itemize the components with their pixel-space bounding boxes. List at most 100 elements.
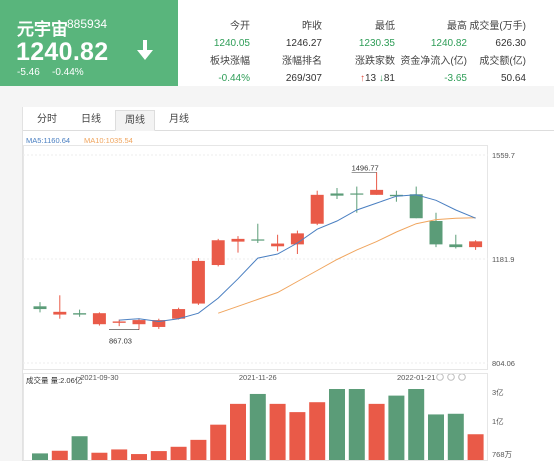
candle-body [389, 194, 403, 197]
candle-body [409, 194, 423, 219]
stat-open: 今开 1240.05 [160, 17, 250, 49]
stat-label: 最低 [375, 21, 395, 32]
volume-label: 成交量 量:2.06亿 [26, 375, 83, 385]
volume-bar [51, 450, 68, 460]
candle-body [132, 320, 146, 325]
volume-bar [368, 403, 385, 460]
tab-intraday[interactable]: 分时 [37, 114, 57, 125]
current-price: 1240.82 [16, 38, 109, 66]
quote-header: 元宇宙 885934 1240.82 -5.46 -0.44% 今开 1240.… [0, 0, 554, 86]
volume-bar [309, 402, 326, 460]
volume-bar [388, 395, 405, 460]
candle-body [92, 313, 106, 325]
grid-lines [23, 154, 488, 364]
stat-value: -0.44% [218, 73, 250, 84]
candle-body [152, 320, 166, 327]
candle-body [112, 321, 126, 323]
date-axis: 2021-09-30 2021-11-26 2022-01-21 [80, 373, 466, 382]
down-arrow-icon: ↓ [378, 73, 384, 84]
stat-value: 1240.05 [213, 38, 250, 49]
high-annotation: 1496.77 [352, 163, 379, 172]
tab-daily[interactable]: 日线 [81, 114, 101, 125]
date-tick-label: 2021-11-26 [239, 373, 277, 382]
date-tick-label: 2022-01-21 [397, 373, 435, 382]
ma10-line [218, 217, 476, 314]
ma5-line [119, 194, 476, 323]
scroll-dot-icon [436, 373, 444, 381]
volume-bar [249, 393, 266, 460]
kline-chart[interactable]: MA5:1160.64 MA10:1035.54 1496.77 867.03 … [23, 131, 554, 461]
volume-tick-label: 768万 [492, 450, 513, 459]
stat-label: 成交额(亿) [479, 56, 526, 67]
volume-bar [269, 403, 286, 460]
volume-bar [91, 452, 108, 460]
stat-value: 1230.35 [358, 38, 395, 49]
stat-value: -3.65 [444, 73, 467, 84]
scroll-dot-icon [447, 373, 455, 381]
volume-bar [131, 454, 147, 460]
stat-rise-fall: 涨跌家数 ↑13 ↓81 [305, 52, 395, 84]
volume-bar [447, 413, 464, 460]
candle-body [330, 193, 344, 196]
stat-label: 今开 [230, 21, 250, 32]
ma10-legend: MA10:1035.54 [84, 136, 133, 145]
stat-label: 昨收 [302, 21, 322, 32]
volume-tick-label: 3亿 [492, 387, 504, 397]
stat-volume: 成交量(万手) 626.30 [436, 17, 526, 49]
volume-bar [467, 434, 484, 460]
price-tick-label: 804.06 [492, 359, 515, 368]
volume-bar [428, 414, 444, 460]
stat-label: 板块涨幅 [210, 56, 250, 67]
stat-net-inflow: 资金净流入(亿) -3.65 [377, 52, 467, 84]
price-plot-frame [23, 145, 488, 370]
stat-label: 成交量(万手) [469, 21, 526, 32]
volume-bar [408, 389, 425, 460]
candle-body [172, 309, 186, 319]
candle-body [251, 239, 265, 241]
volume-bar [329, 389, 345, 460]
volume-bar [111, 449, 128, 460]
rise-count: 13 [364, 73, 377, 84]
stat-high: 最高 1240.82 [377, 17, 467, 49]
price-tick-label: 1181.9 [492, 255, 514, 264]
candle-body [73, 313, 87, 315]
scroll-dot-icon [458, 373, 466, 381]
volume-bar [289, 412, 306, 460]
tab-weekly[interactable]: 周线 [115, 110, 155, 131]
tab-monthly[interactable]: 月线 [169, 114, 189, 125]
price-change: -5.46 [17, 67, 40, 78]
candle-body [231, 238, 245, 242]
candle-body [290, 233, 304, 245]
up-arrow-icon: ↑ [359, 73, 365, 84]
stat-value: 1240.82 [430, 38, 467, 49]
candle-body [429, 220, 443, 245]
candle-body [211, 240, 225, 266]
volume-bar [210, 424, 227, 460]
volume-bars [32, 389, 484, 460]
index-name: 元宇宙 [17, 20, 68, 39]
ma5-legend: MA5:1160.64 [26, 136, 70, 145]
candles-layer [33, 172, 483, 330]
chart-panel: 分时 日线 周线 月线 MA5:1160.64 MA10:1035.54 149… [22, 107, 554, 461]
volume-bar [230, 403, 246, 460]
stat-prev-close: 昨收 1246.27 [232, 17, 322, 49]
price-axis: 1559.7 1181.9 804.06 [492, 151, 515, 368]
fall-count: 81 [383, 73, 395, 84]
low-annotation: 867.03 [109, 337, 132, 346]
volume-axis: 3亿 1亿 768万 [492, 387, 513, 459]
candle-body [310, 194, 324, 224]
volume-bar [190, 439, 207, 460]
candle-body [271, 243, 285, 247]
candle-body [191, 260, 205, 304]
stat-low: 最低 1230.35 [305, 17, 395, 49]
volume-tick-label: 1亿 [492, 416, 504, 426]
stat-value: 50.64 [500, 73, 526, 84]
price-change-pct: -0.44% [52, 67, 84, 78]
volume-bar [150, 451, 167, 460]
stat-value: 626.30 [495, 38, 526, 49]
quote-card: 元宇宙 885934 1240.82 -5.46 -0.44% [0, 0, 178, 86]
volume-bar [170, 446, 187, 460]
stat-turnover: 成交额(亿) 50.64 [436, 52, 526, 84]
price-tick-label: 1559.7 [492, 151, 515, 160]
stat-label: 涨幅排名 [282, 56, 322, 67]
